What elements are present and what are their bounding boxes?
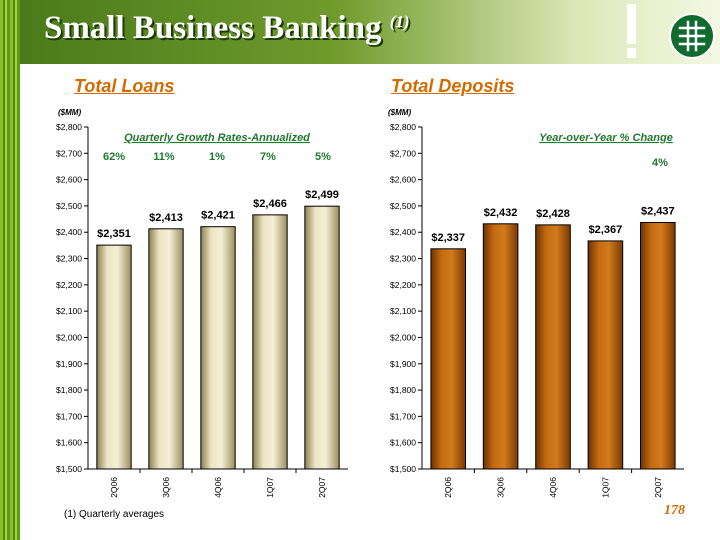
growth-rate-label: 11% [153,151,175,163]
left-stripe-decoration [0,0,20,540]
loans-section-title: Total Loans [74,76,175,96]
bar [96,244,132,470]
y-tick-label: $1,900 [390,359,416,369]
y-tick-label: $2,100 [390,306,416,316]
title-bar [20,0,720,64]
bar [587,240,624,470]
y-tick-label: $1,800 [56,385,82,395]
y-tick-label: $1,500 [56,464,82,474]
bar-data-label: $2,413 [149,212,183,224]
bar-data-label: $2,367 [589,224,623,236]
y-tick-label: $1,700 [56,411,82,421]
unit-label: ($MM) [388,108,411,117]
y-tick-label: $1,800 [390,385,416,395]
bar-data-label: $2,421 [201,210,235,222]
logo-bar-decoration [627,4,636,44]
y-tick-label: $1,500 [390,464,416,474]
growth-rate-label: 5% [315,151,331,163]
bar [148,228,184,470]
x-tick-label: 2Q06 [443,477,453,498]
growth-rate-label: 1% [209,151,225,163]
growth-rate-label: 62% [103,151,125,163]
deposits-section-title: Total Deposits [391,76,515,96]
x-tick-label: 4Q06 [213,477,223,498]
x-tick-label: 1Q07 [265,477,275,498]
y-tick-label: $1,900 [56,359,82,369]
y-tick-label: $2,500 [390,201,416,211]
y-tick-label: $2,300 [56,254,82,264]
y-tick-label: $2,200 [390,280,416,290]
bar [640,221,676,470]
y-tick-label: $2,300 [390,254,416,264]
bar-data-label: $2,466 [253,198,287,210]
bar [482,223,519,470]
x-tick-label: 3Q06 [161,477,171,498]
y-tick-label: $2,400 [390,227,416,237]
bar-data-label: $2,351 [97,228,131,240]
y-tick-label: $2,600 [56,175,82,185]
bar-data-label: $2,499 [305,189,339,201]
y-tick-label: $2,500 [56,201,82,211]
bar-data-label: $2,432 [484,207,518,219]
x-tick-label: 2Q06 [109,477,119,498]
footnote: (1) Quarterly averages [64,509,165,520]
y-tick-label: $2,800 [56,122,82,132]
bar-data-label: $2,437 [641,205,675,217]
yoy-change-value: 4% [652,157,668,169]
y-tick-label: $2,400 [56,227,82,237]
bank-logo-icon [669,13,715,59]
title-footnote-mark: (1) [389,12,410,31]
y-tick-label: $1,600 [390,438,416,448]
page-number: 178 [664,503,685,518]
bar [304,205,340,470]
y-tick-label: $2,600 [390,175,416,185]
bar-data-label: $2,428 [536,208,570,220]
y-tick-label: $2,700 [56,148,82,158]
bar [430,248,466,470]
x-tick-label: 2Q07 [653,477,663,498]
y-tick-label: $2,100 [56,306,82,316]
y-tick-label: $1,600 [56,438,82,448]
growth-rate-label: 7% [260,151,276,163]
bar [252,214,288,470]
page-title-text: Small Business Banking [44,10,382,46]
y-tick-label: $1,700 [390,411,416,421]
bar [535,224,571,470]
yoy-change-title: Year-over-Year % Change [539,132,673,144]
y-tick-label: $2,000 [390,332,416,342]
page-title: Small Business Banking (1) [44,10,410,47]
y-tick-label: $2,000 [56,332,82,342]
growth-rates-title: Quarterly Growth Rates-Annualized [124,132,310,144]
unit-label: ($MM) [58,108,81,117]
bar [200,226,236,470]
bar-data-label: $2,337 [431,232,465,244]
logo-dot-decoration [627,48,636,58]
x-tick-label: 4Q06 [548,477,558,498]
x-tick-label: 3Q06 [496,477,506,498]
y-tick-label: $2,700 [390,148,416,158]
y-tick-label: $2,200 [56,280,82,290]
x-tick-label: 2Q07 [317,477,327,498]
x-tick-label: 1Q07 [600,477,610,498]
y-tick-label: $2,800 [390,122,416,132]
